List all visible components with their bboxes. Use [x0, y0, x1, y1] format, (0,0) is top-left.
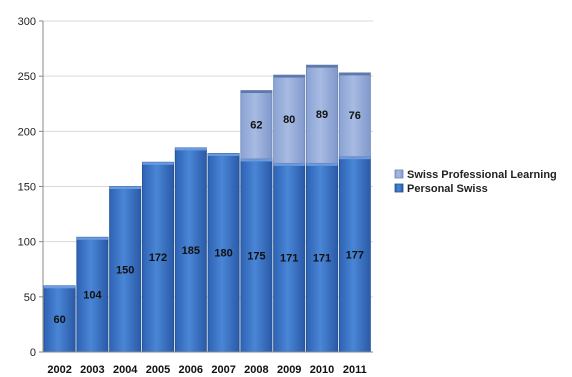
- data-label: 89: [316, 109, 328, 121]
- bar-personal-swiss: [305, 162, 338, 353]
- bar-top-edge: [240, 90, 272, 94]
- x-axis: 2002 2003 2004 2005 2006 2007 2008 2009 2010 2011: [43, 351, 373, 376]
- data-label: 60: [53, 314, 65, 326]
- bars: [43, 64, 371, 353]
- legend-label: Personal Swiss: [407, 183, 488, 195]
- y-axis: 0 50 100 150 200 250 300: [18, 16, 44, 359]
- bar-personal-swiss: [43, 285, 76, 353]
- bar-top-highlight: [273, 163, 305, 166]
- data-label: 172: [149, 252, 167, 264]
- x-tick-label: 2003: [80, 364, 104, 376]
- bar-personal-swiss: [273, 162, 306, 353]
- bar-swiss-professional-learning: [338, 72, 371, 158]
- data-label: 150: [116, 264, 134, 276]
- legend-label: Swiss Professional Learning: [407, 169, 557, 181]
- y-tick-label: 0: [30, 347, 36, 359]
- x-tick-label: 2007: [211, 364, 235, 376]
- bar-swiss-professional-learning: [273, 74, 306, 164]
- data-label: 80: [283, 114, 295, 126]
- legend-swatch: [394, 183, 404, 193]
- data-label: 180: [214, 248, 232, 260]
- data-label: 171: [280, 253, 298, 265]
- x-tick-label: 2005: [146, 364, 170, 376]
- bar-personal-swiss: [207, 152, 240, 353]
- legend-swatch: [394, 169, 404, 179]
- y-tick-label: 300: [18, 16, 36, 28]
- data-label: 76: [349, 110, 361, 122]
- data-labels: 60 104 150 172 185 180 175 62 171 80 171 89 177 76: [53, 109, 364, 326]
- legend: Swiss Professional Learning Personal Swis…: [394, 169, 557, 195]
- y-tick-label: 250: [18, 71, 36, 83]
- bar-personal-swiss: [76, 236, 109, 353]
- data-label: 171: [313, 253, 331, 265]
- bar-swiss-professional-learning: [305, 64, 338, 164]
- bar-top-highlight: [306, 163, 338, 166]
- bar-personal-swiss: [174, 147, 207, 353]
- x-tick-label: 2009: [277, 364, 301, 376]
- x-tick-label: 2002: [47, 364, 71, 376]
- data-label: 177: [346, 249, 364, 261]
- bar-swiss-professional-learning: [240, 90, 273, 160]
- bar-top-edge: [273, 75, 305, 78]
- bar-top-highlight: [175, 147, 207, 151]
- x-tick-label: 2011: [343, 364, 367, 376]
- bar-top-highlight: [44, 285, 76, 289]
- bar-top-edge: [339, 72, 371, 76]
- y-tick-label: 150: [18, 182, 36, 194]
- data-label: 175: [247, 250, 265, 262]
- bar-personal-swiss: [240, 158, 273, 353]
- y-tick-label: 100: [18, 237, 36, 249]
- bar-top-highlight: [142, 162, 174, 165]
- bar-personal-swiss: [141, 161, 174, 353]
- bar-top-highlight: [76, 237, 108, 240]
- bar-top-highlight: [208, 153, 240, 156]
- x-tick-label: 2004: [113, 364, 138, 376]
- x-tick-label: 2006: [179, 364, 203, 376]
- bar-personal-swiss: [109, 186, 142, 353]
- x-tick-label: 2008: [244, 364, 268, 376]
- y-tick-label: 50: [24, 292, 36, 304]
- data-label: 62: [250, 120, 262, 132]
- x-tick-label: 2010: [310, 364, 334, 376]
- bar-top-highlight: [109, 186, 141, 189]
- bar-top-highlight: [339, 156, 371, 160]
- data-label: 185: [182, 245, 200, 257]
- bar-top-edge: [306, 65, 338, 68]
- bar-personal-swiss: [338, 156, 371, 353]
- y-tick-label: 200: [18, 126, 36, 138]
- bar-top-highlight: [240, 158, 272, 162]
- data-label: 104: [83, 290, 102, 302]
